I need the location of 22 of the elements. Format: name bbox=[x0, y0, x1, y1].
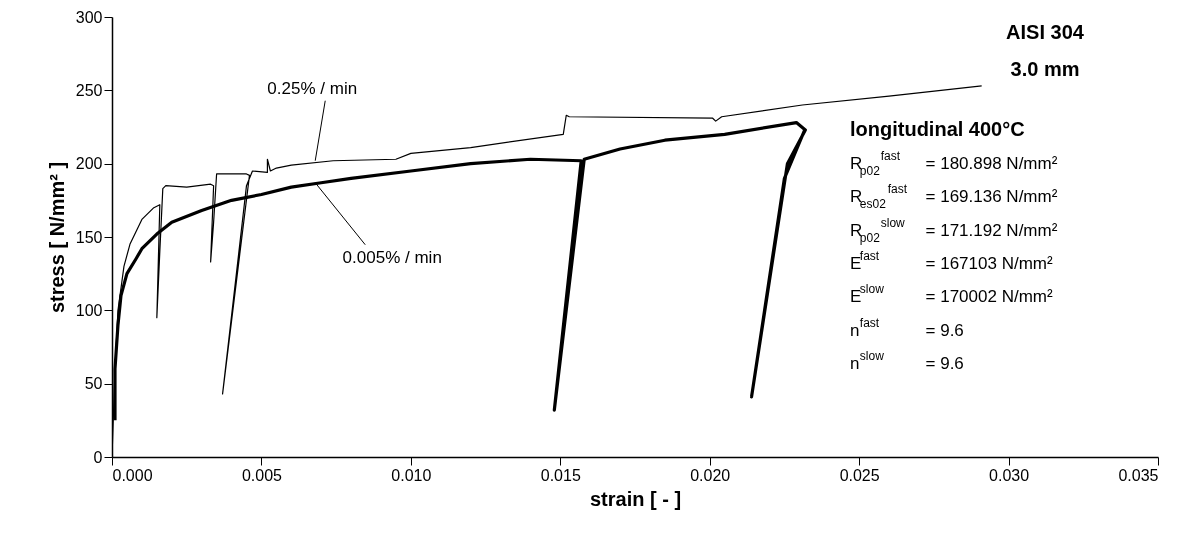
y-tick-label: 50 bbox=[84, 375, 103, 393]
x-tick-label: 0.030 bbox=[989, 466, 1030, 484]
x-axis-title: strain [ - ] bbox=[589, 487, 682, 510]
y-tick-label: 200 bbox=[75, 155, 103, 173]
y-tick-label: 0 bbox=[93, 448, 103, 466]
x-tick-label: 0.020 bbox=[690, 466, 731, 484]
x-tick-label: 0.015 bbox=[540, 466, 581, 484]
y-tick-label: 250 bbox=[75, 81, 103, 99]
x-tick-label: 0.000 bbox=[112, 466, 153, 484]
y-tick-label: 150 bbox=[75, 228, 103, 246]
annotation: 3.0 mm bbox=[1010, 58, 1080, 80]
annotation: longitudinal 400°C bbox=[850, 118, 1025, 140]
annotation: 0.25% / min bbox=[267, 78, 358, 98]
y-tick-label: 300 bbox=[75, 8, 103, 26]
y-tick-label: 100 bbox=[75, 301, 103, 319]
annotation: 0.005% / min bbox=[342, 247, 442, 267]
x-tick-label: 0.035 bbox=[1118, 466, 1159, 484]
annotation: AISI 304 bbox=[1006, 21, 1085, 43]
y-axis-title: stress [ N/mm² ] bbox=[45, 161, 68, 314]
x-tick-label: 0.025 bbox=[839, 466, 880, 484]
x-tick-label: 0.010 bbox=[391, 466, 432, 484]
x-tick-label: 0.005 bbox=[241, 466, 283, 484]
